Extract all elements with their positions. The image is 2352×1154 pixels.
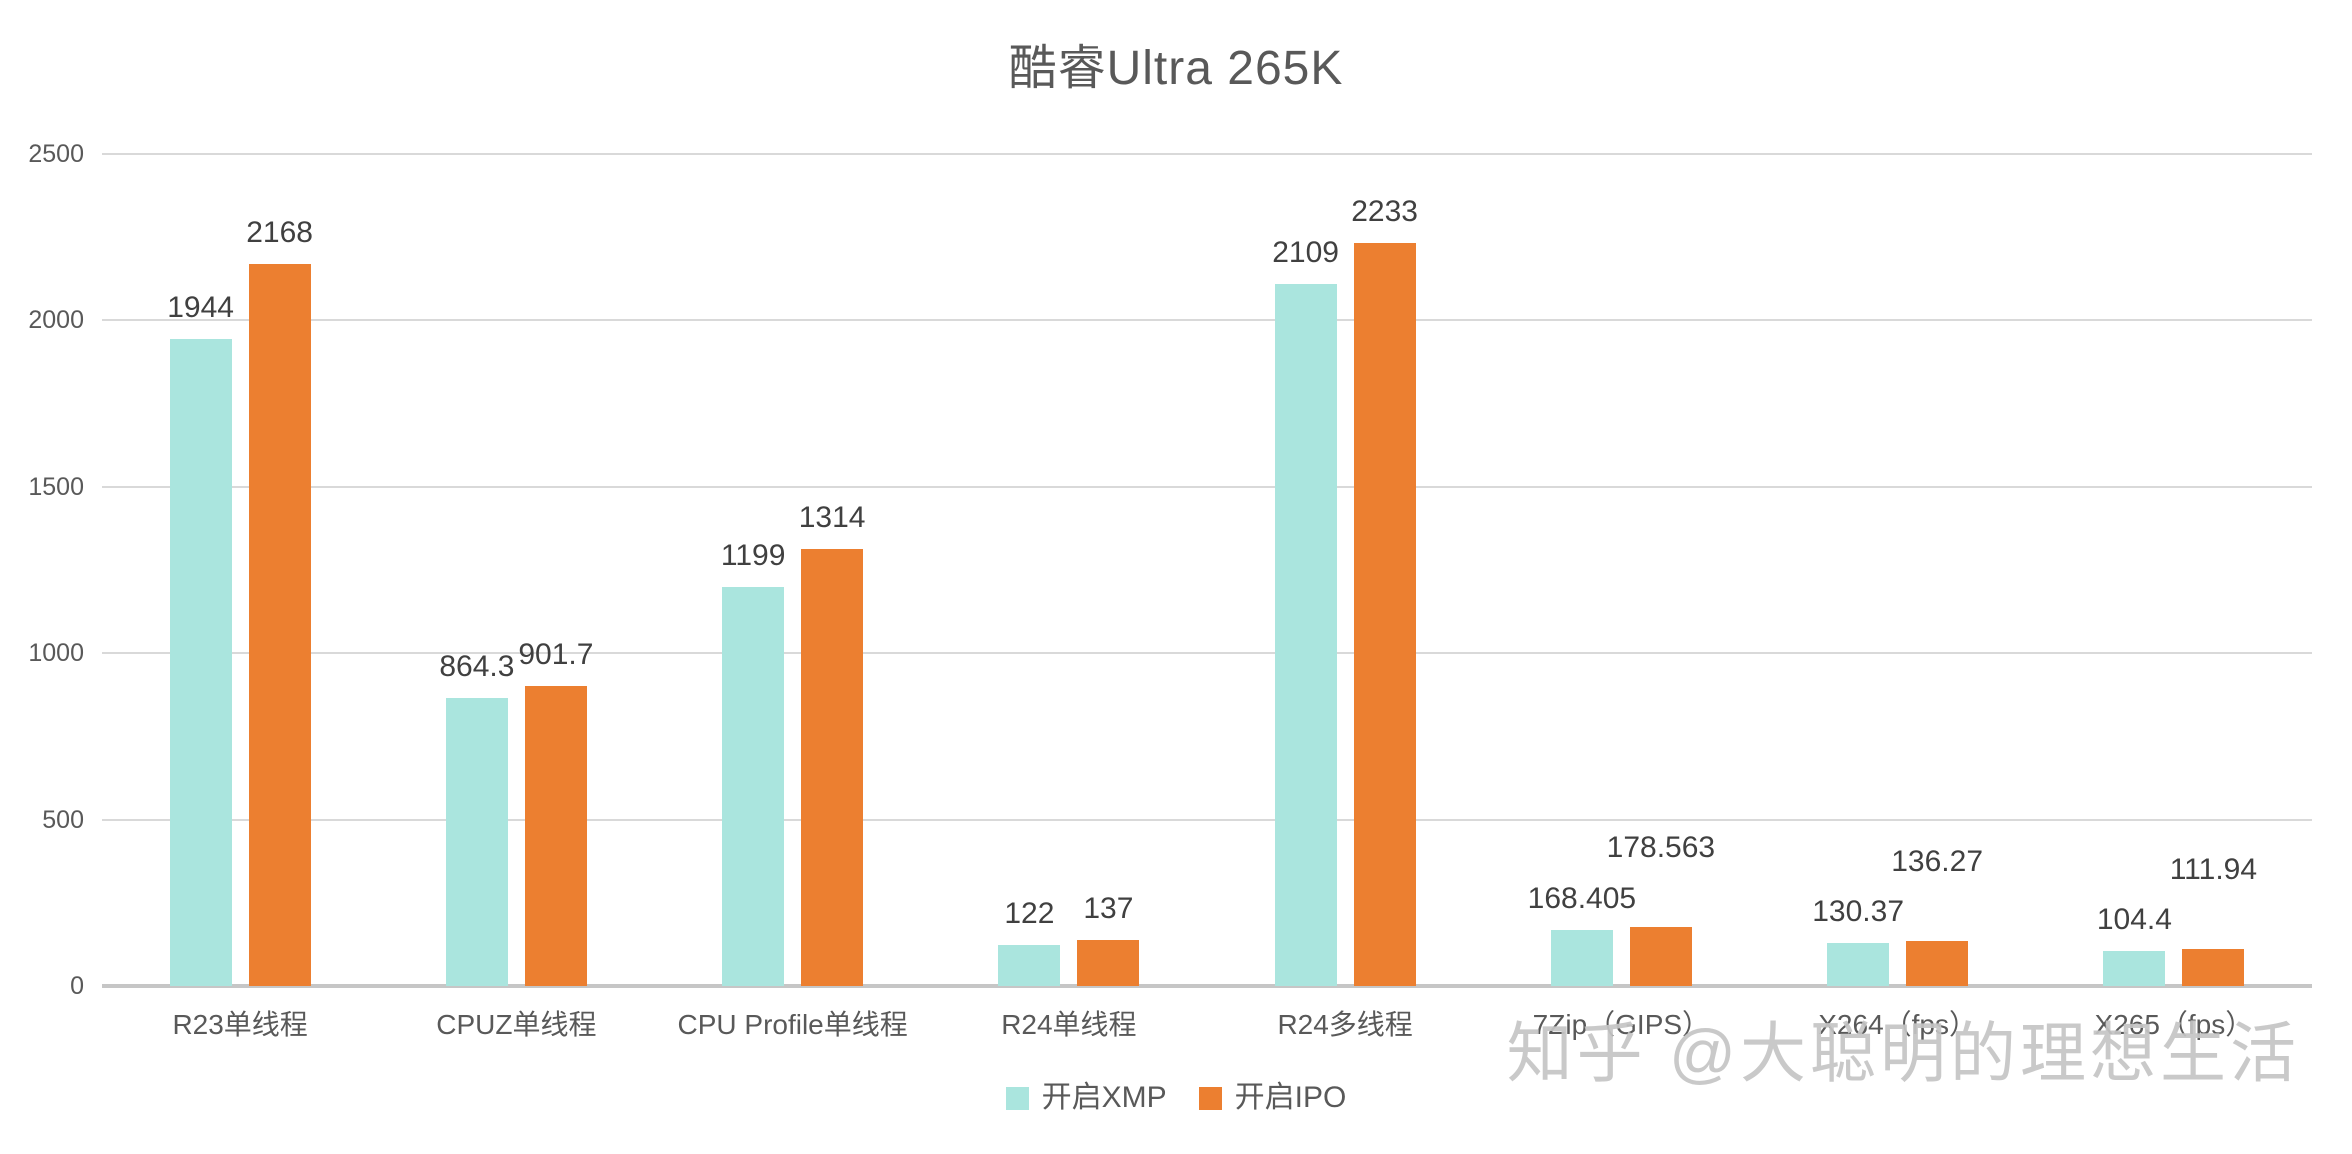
category-label: X265（fps） xyxy=(2094,1009,2254,1040)
bar-ipo xyxy=(524,685,587,986)
legend-label-xmp: 开启XMP xyxy=(1041,1081,1167,1114)
category-label: R24多线程 xyxy=(1277,1009,1413,1040)
data-label: 136.27 xyxy=(1891,844,1984,878)
y-axis-tick-label: 1500 xyxy=(28,472,84,501)
category-label: 7Zip（GIPS） xyxy=(1532,1009,1711,1040)
legend-swatch-xmp xyxy=(1005,1086,1029,1110)
legend: 开启XMP 开启IPO xyxy=(0,1080,2352,1116)
legend-item-ipo: 开启IPO xyxy=(1198,1080,1347,1116)
bar-ipo xyxy=(1353,242,1416,986)
data-label: 864.3 xyxy=(439,650,515,684)
data-label: 1944 xyxy=(167,291,234,325)
watermark: 知乎 @大聪明的理想生活 xyxy=(1506,1016,2300,1090)
bar-xmp xyxy=(998,945,1061,986)
gridline xyxy=(102,319,2312,322)
data-label: 130.37 xyxy=(1812,894,1905,928)
bar-xmp xyxy=(1274,284,1337,986)
bar-xmp xyxy=(1827,942,1890,986)
gridline xyxy=(102,818,2312,821)
bar-ipo xyxy=(1906,940,1969,986)
data-label: 2168 xyxy=(246,216,313,250)
legend-swatch-ipo xyxy=(1198,1086,1222,1110)
data-label: 122 xyxy=(1004,897,1055,931)
data-label: 111.94 xyxy=(2169,852,2258,886)
data-label: 2109 xyxy=(1272,236,1339,270)
data-label: 168.405 xyxy=(1527,881,1637,915)
category-label: R23单线程 xyxy=(172,1009,308,1040)
legend-item-xmp: 开启XMP xyxy=(1005,1080,1167,1116)
bar-ipo xyxy=(801,548,864,986)
bar-xmp xyxy=(445,698,508,986)
bar-xmp xyxy=(2103,951,2166,986)
data-label: 901.7 xyxy=(518,637,594,671)
bar-ipo xyxy=(2182,948,2245,986)
y-axis-tick-label: 2500 xyxy=(28,140,84,168)
category-label: R24单线程 xyxy=(1001,1009,1137,1040)
gridline xyxy=(102,485,2312,488)
category-label: CPUZ单线程 xyxy=(436,1009,597,1040)
bar-ipo xyxy=(1629,926,1692,986)
bar-xmp xyxy=(722,586,785,986)
chart-title: 酷睿Ultra 265K xyxy=(1008,42,1344,95)
data-label: 2233 xyxy=(1351,194,1418,228)
y-axis-tick-label: 500 xyxy=(42,805,84,834)
bar-xmp xyxy=(169,339,232,986)
category-label: X264（fps） xyxy=(1818,1009,1977,1040)
data-label: 1199 xyxy=(720,538,786,572)
bar-xmp xyxy=(1550,929,1613,986)
bar-ipo xyxy=(1077,940,1140,986)
data-label: 104.4 xyxy=(2096,903,2172,937)
legend-label-ipo: 开启IPO xyxy=(1234,1081,1347,1114)
gridline xyxy=(102,153,2312,155)
data-label: 137 xyxy=(1083,892,1134,926)
category-label: CPU Profile单线程 xyxy=(677,1009,908,1040)
data-label: 1314 xyxy=(798,500,866,534)
y-axis-tick-label: 2000 xyxy=(28,306,84,335)
y-axis-tick-label: 0 xyxy=(70,972,84,1000)
y-axis-tick-label: 1000 xyxy=(28,639,84,668)
bar-ipo xyxy=(248,264,311,986)
x-axis-line xyxy=(102,984,2312,988)
gridline xyxy=(102,652,2312,655)
data-label: 178.563 xyxy=(1606,830,1716,864)
